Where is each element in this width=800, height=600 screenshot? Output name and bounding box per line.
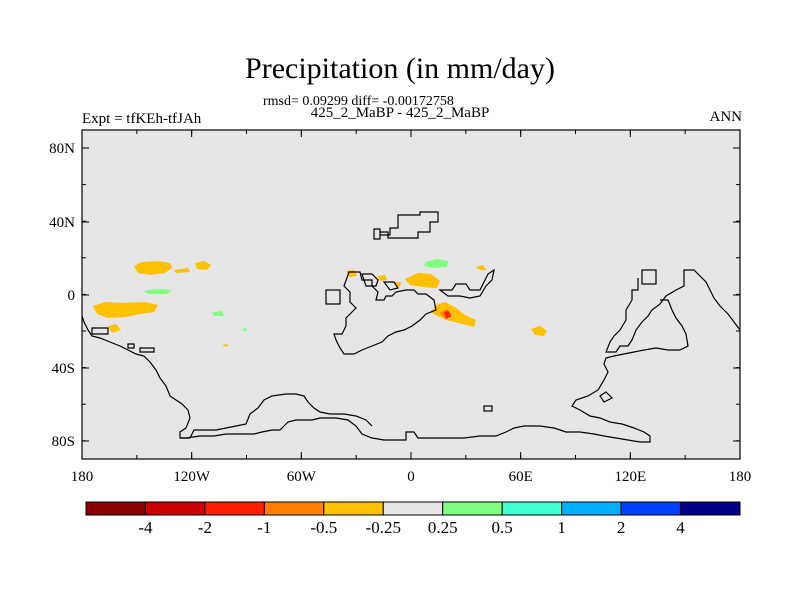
colorbar-swatch (680, 501, 741, 516)
negative-patch (476, 265, 486, 270)
colorbar-label: -4 (138, 518, 153, 537)
colorbar-label: -2 (198, 518, 212, 537)
colorbar-label: 4 (676, 518, 685, 537)
y-tick-label: 40S (52, 361, 75, 377)
x-tick-label: 180 (71, 469, 94, 485)
colorbar-swatch (442, 501, 503, 516)
axis-ticks: 80N 40N 0 40S 80S 180 120W 60W 0 60E 120E 180 (49, 130, 751, 485)
x-tick-label: 60E (509, 469, 533, 485)
negative-patch (405, 273, 440, 288)
colorbar: -4 -2 -1 -0.5 -0.25 0.25 0.5 1 2 4 (85, 501, 741, 537)
season-label: ANN (709, 109, 743, 125)
colorbar-label: 1 (557, 518, 566, 537)
positive-patch (241, 328, 247, 332)
colorbar-label: -1 (257, 518, 271, 537)
plot-title: Precipitation (in mm/day) (245, 52, 555, 85)
positive-patch (143, 289, 172, 294)
colorbar-label: -0.25 (366, 518, 401, 537)
colorbar-swatch (620, 501, 682, 516)
coastlines (81, 211, 741, 443)
colorbar-swatch (204, 501, 265, 516)
y-tick-label: 80S (52, 434, 75, 450)
x-tick-label: 120E (614, 469, 646, 485)
colorbar-swatch (85, 501, 146, 516)
colorbar-swatch (501, 501, 563, 516)
x-tick-label: 60W (287, 469, 317, 485)
colorbar-swatch (263, 501, 325, 516)
colorbar-label: 0.25 (428, 518, 458, 537)
colorbar-swatch (561, 501, 622, 516)
negative-patch (430, 302, 476, 327)
y-tick-label: 40N (49, 215, 75, 231)
colorbar-label: 0.5 (492, 518, 513, 537)
x-tick-label: 0 (407, 469, 415, 485)
negative-patch (377, 275, 387, 281)
plot-subtitle: 425_2_MaBP - 425_2_MaBP (310, 105, 490, 121)
negative-patch (134, 261, 172, 275)
y-tick-label: 80N (49, 141, 75, 157)
negative-patch-strong (444, 311, 451, 318)
negative-patch (531, 326, 547, 336)
colorbar-swatch (144, 501, 206, 516)
x-tick-label: 180 (729, 469, 752, 485)
negative-patch (174, 268, 190, 273)
colorbar-swatch (323, 501, 384, 516)
negative-patch (222, 344, 228, 347)
colorbar-label: 2 (617, 518, 626, 537)
stats-line: rmsd= 0.09299 diff= -0.00172758 (263, 94, 454, 109)
experiment-label: Expt = tfKEh-tfJAh (82, 111, 202, 127)
positive-patch (212, 311, 224, 316)
colorbar-swatch (382, 501, 444, 516)
map-background (82, 130, 740, 459)
positive-patch (424, 259, 448, 268)
colorbar-label: -0.5 (310, 518, 337, 537)
negative-patch (93, 302, 158, 318)
y-tick-label: 0 (68, 288, 76, 304)
negative-patch (195, 261, 211, 270)
anomaly-patches (93, 259, 547, 347)
negative-patch (108, 324, 121, 333)
x-tick-label: 120W (173, 469, 211, 485)
